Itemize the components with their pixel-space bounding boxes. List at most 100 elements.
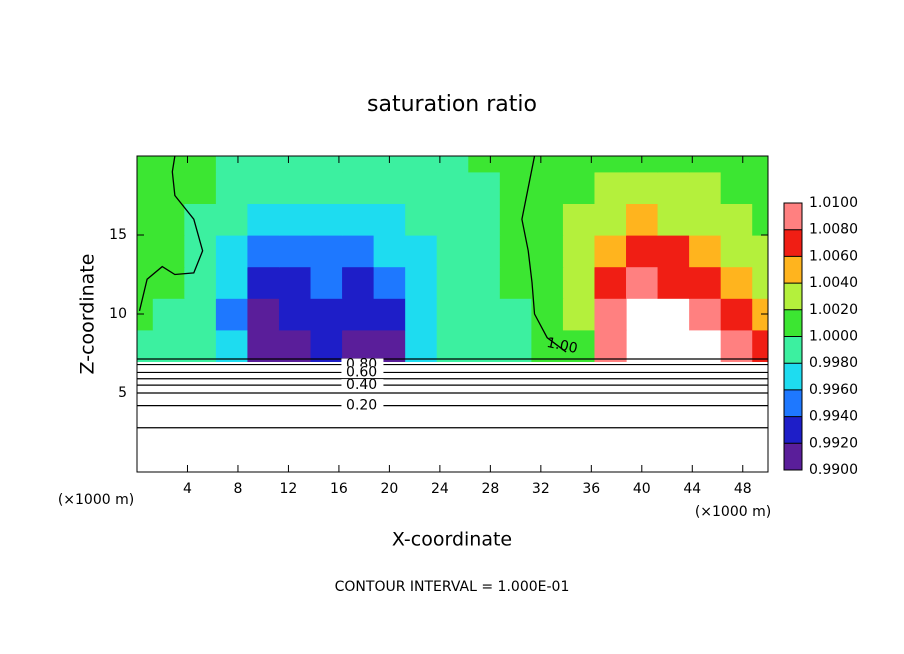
field-cell xyxy=(562,156,596,173)
field-cell xyxy=(215,156,249,173)
field-cell xyxy=(626,235,659,268)
colorbar-band xyxy=(784,336,802,364)
field-cell xyxy=(752,235,768,268)
field-cell xyxy=(247,298,280,331)
field-cell xyxy=(594,298,627,331)
field-cell xyxy=(137,171,154,204)
field-cell xyxy=(499,171,532,204)
field-cell xyxy=(342,266,375,299)
x-tick-label: 8 xyxy=(233,481,242,497)
colorbar-label: 1.0020 xyxy=(809,302,858,318)
field-cell xyxy=(215,298,249,331)
colorbar-label: 0.9960 xyxy=(809,382,858,398)
field-cell xyxy=(720,171,753,204)
colorbar-band xyxy=(784,203,802,230)
contour-line xyxy=(521,155,567,353)
field-cell xyxy=(310,266,343,299)
field-cell xyxy=(468,298,501,331)
field-cell xyxy=(468,235,501,268)
x-tick-label: 40 xyxy=(633,481,651,497)
field-cell xyxy=(594,329,627,362)
field-cell xyxy=(247,156,280,173)
field-cell xyxy=(405,235,438,268)
colorbar-band xyxy=(784,389,802,417)
field-cell xyxy=(278,171,312,204)
field-cell xyxy=(720,156,753,173)
field-cell xyxy=(594,235,627,268)
field-cell xyxy=(310,171,343,204)
field-cell xyxy=(531,171,564,204)
field-cell xyxy=(720,329,753,362)
x-tick-label: 48 xyxy=(734,481,752,497)
colorbar-label: 1.0100 xyxy=(809,195,858,211)
field-cell xyxy=(373,298,406,331)
field-cell xyxy=(405,298,438,331)
field-cell xyxy=(531,235,564,268)
field-cell xyxy=(468,329,501,362)
field-cell xyxy=(594,156,627,173)
field-cell xyxy=(342,156,375,173)
contour-label: 0.40 xyxy=(346,377,377,393)
field-cell xyxy=(373,156,406,173)
field-cell xyxy=(247,329,280,362)
colorbar-label: 0.9940 xyxy=(809,409,858,425)
field-cell xyxy=(468,266,501,299)
field-cell xyxy=(436,156,469,173)
field-cell xyxy=(594,266,627,299)
field-cell xyxy=(689,156,722,173)
field-cell xyxy=(657,266,690,299)
field-cell xyxy=(499,298,532,331)
field-cell xyxy=(152,298,185,331)
field-cell xyxy=(562,298,596,331)
field-cell xyxy=(342,235,375,268)
field-cell xyxy=(152,266,185,299)
chart-title: saturation ratio xyxy=(367,92,537,117)
field-cell xyxy=(310,203,343,236)
y-tick-label: 5 xyxy=(118,385,127,401)
field-cell xyxy=(310,329,343,362)
field-cell xyxy=(626,266,659,299)
field-cell xyxy=(342,171,375,204)
field-cell xyxy=(626,156,659,173)
colorbar-band xyxy=(784,363,802,390)
field-cell xyxy=(278,156,312,173)
field-cell xyxy=(137,156,154,173)
x-tick-label: 4 xyxy=(183,481,192,497)
field-cell xyxy=(499,203,532,236)
field-cell xyxy=(405,203,438,236)
y-axis-label: Z-coordinate xyxy=(77,254,99,375)
field-cell xyxy=(184,171,217,204)
x-tick-label: 36 xyxy=(582,481,600,497)
field-cell xyxy=(405,266,438,299)
x-tick-label: 28 xyxy=(481,481,499,497)
field-cell xyxy=(720,298,753,331)
footer: CONTOUR INTERVAL = 1.000E-01 xyxy=(335,579,570,595)
field-cell xyxy=(247,235,280,268)
field-cell xyxy=(752,329,768,362)
field-cell xyxy=(720,235,753,268)
field-cell xyxy=(215,266,249,299)
field-cell xyxy=(247,203,280,236)
colorbar-band xyxy=(784,309,802,337)
field-cell xyxy=(215,203,249,236)
field-cell xyxy=(184,156,217,173)
field-cell xyxy=(373,203,406,236)
field-cell xyxy=(373,266,406,299)
field-cell xyxy=(531,266,564,299)
field-cell xyxy=(184,203,217,236)
field-cell xyxy=(594,203,627,236)
contour-line xyxy=(138,155,204,311)
field-cell xyxy=(278,329,312,362)
field-cell xyxy=(657,235,690,268)
field-cell xyxy=(184,235,217,268)
colorbar-label: 1.0080 xyxy=(809,222,858,238)
field-cell xyxy=(531,203,564,236)
field-cell xyxy=(278,203,312,236)
colorbar-band xyxy=(784,443,802,470)
field-cell xyxy=(247,266,280,299)
x-unit: (×1000 m) xyxy=(58,492,134,508)
field-cell xyxy=(152,329,185,362)
colorbar-band xyxy=(784,283,802,310)
colorbar-label: 1.0060 xyxy=(809,248,858,264)
